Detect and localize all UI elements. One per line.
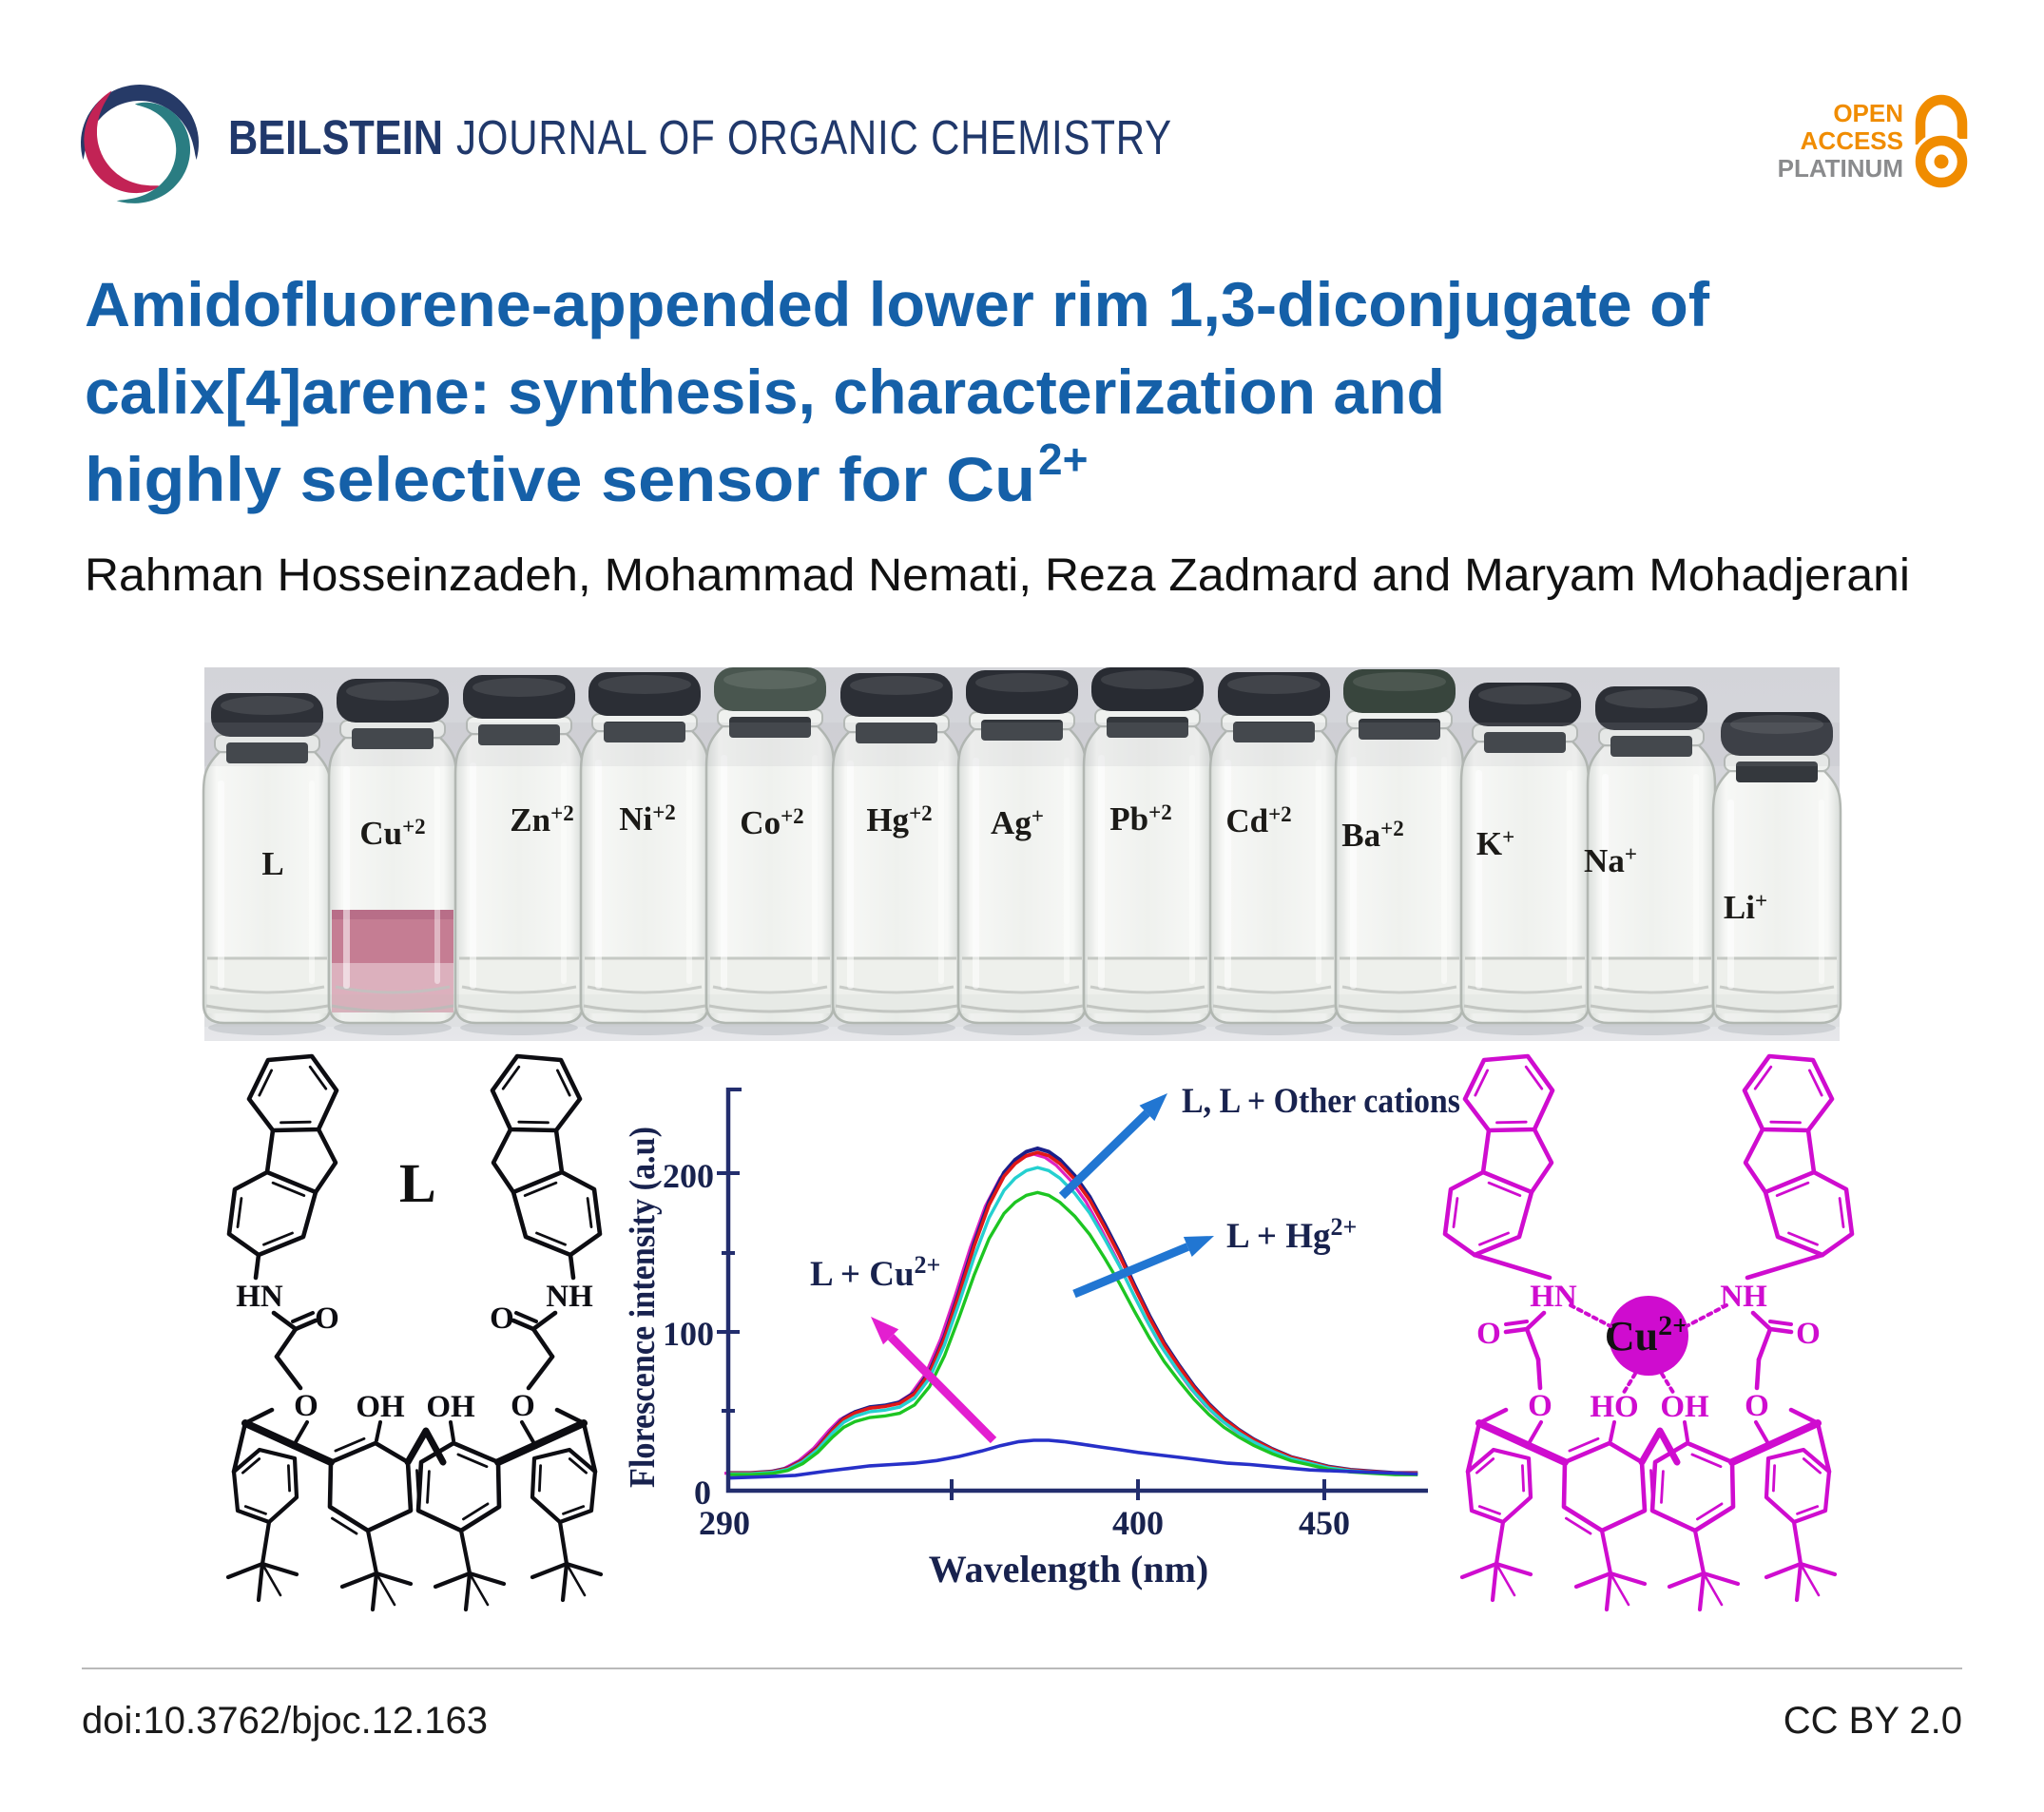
svg-text:0: 0 — [694, 1474, 711, 1512]
svg-text:HO: HO — [1590, 1390, 1638, 1424]
svg-text:HN: HN — [1530, 1280, 1577, 1314]
svg-text:O: O — [294, 1389, 318, 1423]
svg-text:200: 200 — [663, 1157, 714, 1195]
svg-text:PLATINUM: PLATINUM — [1778, 154, 1903, 183]
svg-text:OH: OH — [1660, 1390, 1709, 1424]
svg-text:doi:10.3762/bjoc.12.163: doi:10.3762/bjoc.12.163 — [82, 1700, 488, 1742]
svg-text:400: 400 — [1112, 1504, 1164, 1542]
svg-text:OH: OH — [426, 1390, 475, 1424]
svg-text:OH: OH — [356, 1390, 405, 1424]
svg-text:BEILSTEIN: BEILSTEIN — [228, 110, 443, 164]
svg-text:L + Hg2+: L + Hg2+ — [1226, 1213, 1357, 1256]
svg-text:HN: HN — [236, 1280, 283, 1314]
svg-text:Pb+2: Pb+2 — [1109, 800, 1171, 838]
svg-text:Wavelength (nm): Wavelength (nm) — [929, 1548, 1208, 1590]
svg-text:O: O — [1528, 1389, 1552, 1423]
svg-text:O: O — [1796, 1317, 1821, 1351]
svg-text:Amidofluorene-appended lower r: Amidofluorene-appended lower rim 1,3-dic… — [85, 269, 1710, 339]
svg-text:ACCESS: ACCESS — [1801, 126, 1903, 155]
svg-text:100: 100 — [663, 1315, 714, 1353]
svg-text:O: O — [315, 1301, 339, 1336]
svg-text:Rahman Hosseinzadeh, Mohammad: Rahman Hosseinzadeh, Mohammad Nemati, Re… — [85, 550, 1910, 601]
svg-text:2+: 2+ — [1038, 434, 1088, 484]
svg-text:L, L + Other cations: L, L + Other cations — [1182, 1082, 1460, 1121]
svg-text:NH: NH — [1720, 1280, 1767, 1314]
svg-text:L: L — [399, 1152, 436, 1214]
svg-text:Florescence intensity (a.u): Florescence intensity (a.u) — [623, 1127, 663, 1488]
svg-text:calix[4]arene: synthesis, char: calix[4]arene: synthesis, characterizati… — [85, 357, 1445, 427]
svg-text:290: 290 — [699, 1504, 750, 1542]
svg-text:OPEN: OPEN — [1833, 99, 1903, 127]
svg-text:L: L — [261, 845, 283, 882]
svg-text:Hg+2: Hg+2 — [866, 801, 932, 839]
svg-text:O: O — [1476, 1317, 1501, 1351]
svg-text:JOURNAL OF ORGANIC CHEMISTRY: JOURNAL OF ORGANIC CHEMISTRY — [456, 110, 1172, 164]
svg-text:highly selective sensor for Cu: highly selective sensor for Cu — [85, 444, 1035, 514]
svg-text:NH: NH — [546, 1280, 593, 1314]
svg-text:CC BY 2.0: CC BY 2.0 — [1784, 1700, 1962, 1742]
svg-text:O: O — [1745, 1389, 1769, 1423]
svg-text:O: O — [490, 1301, 514, 1336]
svg-text:O: O — [511, 1389, 535, 1423]
svg-text:450: 450 — [1299, 1504, 1350, 1542]
svg-text:Zn+2: Zn+2 — [510, 801, 573, 839]
